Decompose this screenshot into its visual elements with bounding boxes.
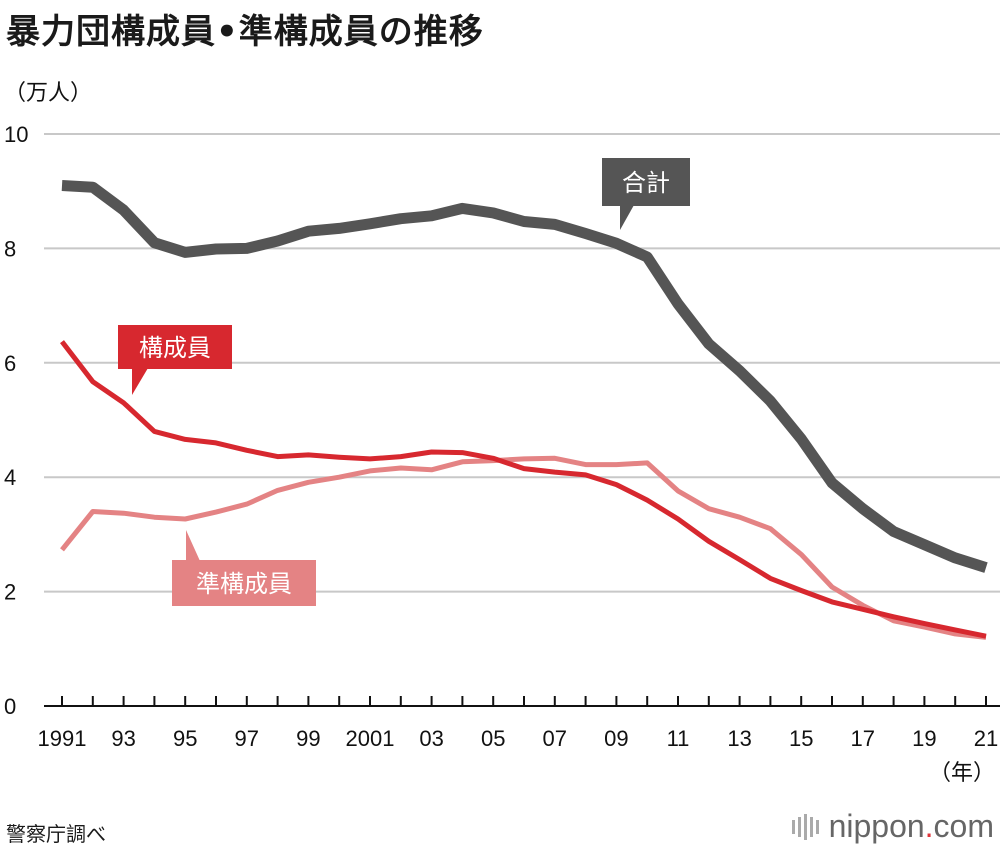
x-tick-label: 05	[481, 726, 505, 751]
logo-bars-icon	[791, 813, 819, 840]
y-tick-label: 4	[4, 465, 16, 490]
brand-logo: nippon. com	[791, 808, 994, 845]
brand-suffix: com	[933, 808, 994, 844]
brand-dot: .	[924, 808, 934, 844]
x-tick-label: 03	[419, 726, 443, 751]
callout-box-members	[118, 325, 232, 369]
y-tick-label: 10	[4, 122, 28, 147]
x-axis-label: （年）	[929, 760, 995, 785]
series-line-members	[60, 340, 987, 639]
x-tick-label: 1991	[38, 726, 87, 751]
x-tick-label: 2001	[346, 726, 395, 751]
y-tick-label: 6	[4, 351, 16, 376]
legend-label-members: 構成員	[139, 334, 211, 362]
y-tick-labels: 0 2 4 6 8 10	[4, 122, 28, 719]
x-tick-label: 07	[543, 726, 567, 751]
x-tick-label: 15	[789, 726, 813, 751]
legend-label-quasi: 準構成員	[196, 570, 292, 598]
series-line-total	[61, 180, 988, 573]
legend-label-total: 合計	[622, 169, 670, 197]
callout-pointer-members	[132, 368, 148, 395]
y-tick-label: 8	[4, 236, 16, 261]
source-note: 警察庁調べ	[6, 822, 106, 846]
x-tick-label: 97	[235, 726, 259, 751]
series-line-quasi	[60, 455, 987, 640]
x-tick-labels: 1991 93 95 97 99 2001 03 05 07 09 11 13 15 17 19 21	[38, 726, 999, 751]
x-tick-label: 93	[111, 726, 135, 751]
x-axis	[44, 696, 1000, 707]
x-tick-label: 21	[974, 726, 998, 751]
x-tick-label: 13	[727, 726, 751, 751]
callout-box-quasi	[172, 560, 316, 606]
callout-pointer-quasi	[186, 530, 200, 561]
brand-prefix: nippon	[828, 808, 925, 844]
x-tick-label: 99	[296, 726, 320, 751]
x-tick-label: 95	[173, 726, 197, 751]
x-tick-label: 09	[604, 726, 628, 751]
y-tick-label: 2	[4, 580, 16, 605]
x-tick-label: 11	[667, 726, 690, 751]
chart-title: 暴力団構成員•準構成員の推移	[6, 12, 484, 52]
y-tick-label: 0	[4, 694, 16, 719]
x-tick-label: 19	[912, 726, 936, 751]
callout-box-total	[602, 158, 690, 206]
y-axis-label: （万人）	[4, 80, 92, 105]
series-lines	[60, 180, 988, 640]
x-tick-label: 17	[851, 726, 875, 751]
callout-pointer-total	[620, 205, 634, 230]
